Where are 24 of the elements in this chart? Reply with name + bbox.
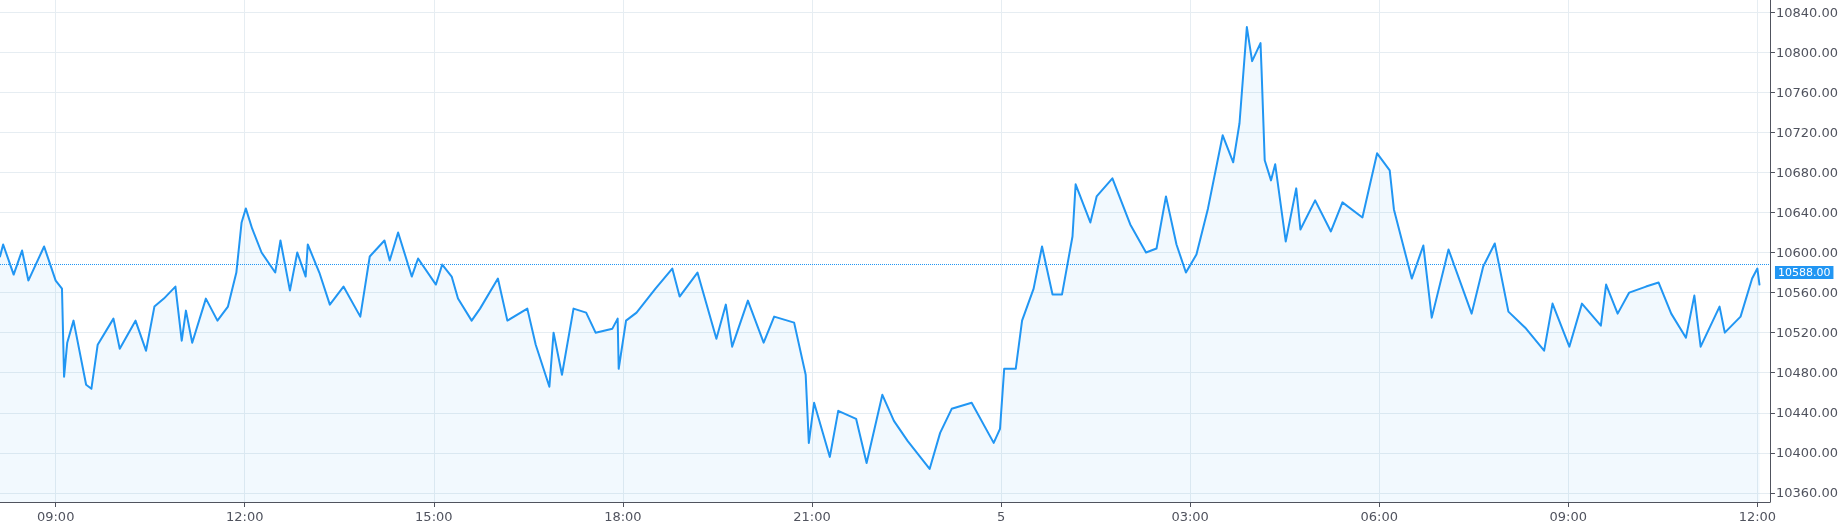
x-tick-label: 09:00 bbox=[1549, 509, 1588, 524]
y-tick-label: 10640.00 bbox=[1775, 204, 1838, 220]
y-tick-label: 10480.00 bbox=[1775, 365, 1838, 381]
x-tick-label: 06:00 bbox=[1360, 509, 1398, 524]
y-tick-label: 10400.00 bbox=[1775, 445, 1838, 461]
x-tick-label: 03:00 bbox=[1171, 509, 1209, 524]
x-tick-label: 15:00 bbox=[415, 509, 453, 524]
x-tick-label: 21:00 bbox=[793, 509, 831, 524]
y-tick-label: 10840.00 bbox=[1775, 4, 1838, 20]
y-tick-label: 10560.00 bbox=[1775, 285, 1838, 301]
x-tick-label: 18:00 bbox=[604, 509, 642, 524]
y-tick-label: 10440.00 bbox=[1775, 405, 1838, 421]
x-tick-label: 5 bbox=[996, 509, 1006, 524]
y-tick-label: 10520.00 bbox=[1775, 325, 1838, 341]
y-tick-label: 10600.00 bbox=[1775, 245, 1838, 260]
x-tick-label: 12:00 bbox=[1738, 509, 1777, 524]
y-tick-label: 10720.00 bbox=[1775, 124, 1838, 140]
x-tick-label: 09:00 bbox=[36, 509, 75, 524]
y-tick-label: 10800.00 bbox=[1775, 44, 1838, 60]
ref-line-label: 10588.00 bbox=[1777, 266, 1831, 280]
y-tick-label: 10680.00 bbox=[1775, 164, 1838, 180]
y-tick-label: 10360.00 bbox=[1775, 485, 1838, 501]
x-tick-label: 12:00 bbox=[226, 509, 264, 524]
y-tick-label: 10760.00 bbox=[1775, 84, 1838, 100]
